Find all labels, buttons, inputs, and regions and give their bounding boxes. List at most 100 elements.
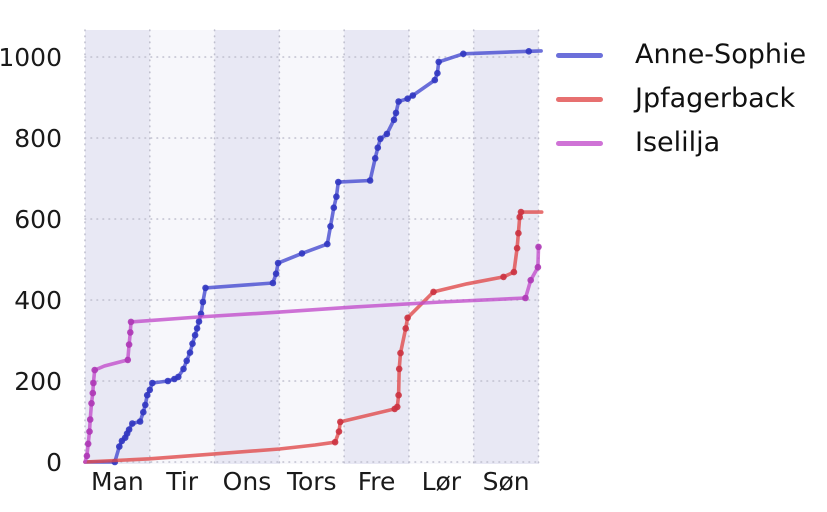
plot-band-tors — [279, 30, 345, 464]
series-marker-anne-sophie — [116, 443, 123, 450]
legend-item-anne-sophie: Anne-Sophie — [556, 40, 806, 70]
series-marker-jpfagerback — [500, 273, 507, 281]
x-tick-label-fre: Fre — [358, 467, 396, 496]
legend-swatch-iselilja — [556, 140, 603, 146]
legend: Anne-Sophie Jpfagerback Iselilja — [556, 40, 806, 172]
y-tick-label-200: 200 — [14, 367, 62, 396]
series-marker-iselilja — [127, 329, 134, 336]
y-tick-label-0: 0 — [46, 448, 62, 477]
series-marker-jpfagerback — [517, 208, 525, 216]
series-marker-anne-sophie — [195, 318, 203, 325]
series-marker-anne-sophie — [269, 279, 277, 287]
series-marker-anne-sophie — [199, 298, 207, 306]
series-marker-anne-sophie — [366, 177, 374, 184]
series-marker-jpfagerback — [513, 244, 521, 252]
series-marker-anne-sophie — [324, 240, 331, 248]
series-marker-anne-sophie — [164, 377, 172, 385]
series-marker-iselilja — [127, 318, 135, 326]
series-marker-anne-sophie — [435, 58, 443, 66]
series-marker-jpfagerback — [335, 428, 343, 435]
series-marker-anne-sophie — [333, 193, 340, 200]
series-marker-iselilja — [91, 366, 98, 374]
series-marker-iselilja — [86, 416, 94, 423]
series-marker-iselilja — [84, 440, 92, 448]
series-marker-anne-sophie — [202, 284, 209, 292]
series-marker-anne-sophie — [525, 48, 533, 55]
y-tick-label-1000: 1000 — [0, 43, 62, 72]
x-tick-label-tors: Tors — [286, 467, 337, 496]
series-marker-jpfagerback — [395, 391, 402, 399]
series-line-iselilja — [83, 245, 541, 464]
series-marker-anne-sophie — [143, 391, 151, 399]
series-marker-anne-sophie — [409, 92, 417, 99]
plot-band-man — [85, 30, 150, 464]
series-marker-iselilja — [89, 389, 97, 397]
series-marker-anne-sophie — [129, 420, 136, 427]
series-marker-iselilja — [90, 379, 97, 387]
series-marker-anne-sophie — [392, 109, 400, 117]
series-marker-iselilja — [535, 243, 542, 251]
series-marker-jpfagerback — [430, 288, 437, 296]
legend-swatch-jpfagerback — [556, 96, 603, 102]
series-marker-jpfagerback — [402, 325, 410, 332]
series-marker-jpfagerback — [404, 314, 411, 322]
series-marker-anne-sophie — [298, 250, 306, 257]
legend-swatch-anne-sophie — [556, 52, 603, 58]
plot-band-søn — [473, 30, 539, 464]
series-line-anne-sophie — [83, 49, 543, 464]
series-marker-anne-sophie — [274, 259, 282, 267]
x-tick-label-man: Man — [91, 467, 144, 496]
series-marker-jpfagerback — [331, 438, 339, 446]
series-marker-anne-sophie — [460, 50, 467, 58]
series-marker-jpfagerback — [510, 268, 518, 276]
series-marker-anne-sophie — [136, 418, 144, 425]
plot-band-tir — [149, 30, 215, 464]
series-marker-iselilja — [124, 356, 132, 364]
series-marker-anne-sophie — [390, 116, 398, 124]
y-tick-label-600: 600 — [14, 205, 62, 234]
series-marker-anne-sophie — [377, 135, 384, 143]
x-tick-label-søn: Søn — [483, 467, 530, 496]
series-marker-anne-sophie — [434, 69, 441, 77]
series-marker-iselilja — [86, 428, 93, 435]
series-marker-anne-sophie — [186, 349, 194, 356]
series-marker-anne-sophie — [189, 340, 196, 348]
series-marker-iselilja — [125, 341, 133, 348]
series-marker-anne-sophie — [431, 76, 439, 84]
y-tick-label-400: 400 — [14, 286, 62, 315]
series-marker-anne-sophie — [335, 178, 342, 186]
series-marker-jpfagerback — [395, 365, 403, 373]
series-marker-iselilja — [88, 400, 95, 407]
x-tick-label-lør: Lør — [422, 467, 462, 496]
plot-band-ons — [214, 30, 280, 464]
series-marker-anne-sophie — [183, 357, 190, 365]
x-tick-label-tir: Tir — [165, 467, 198, 496]
y-tick-label-800: 800 — [14, 124, 62, 153]
series-marker-anne-sophie — [374, 144, 382, 151]
series-marker-anne-sophie — [371, 155, 379, 162]
series-marker-jpfagerback — [515, 229, 522, 237]
legend-item-jpfagerback: Jpfagerback — [556, 84, 806, 114]
series-marker-iselilja — [527, 276, 534, 284]
legend-label-anne-sophie: Anne-Sophie — [635, 39, 807, 70]
series-marker-anne-sophie — [330, 204, 338, 211]
series-marker-anne-sophie — [383, 130, 391, 138]
plot-band-lør — [408, 30, 474, 464]
series-marker-anne-sophie — [191, 331, 199, 339]
series-marker-anne-sophie — [125, 426, 133, 433]
series-marker-iselilja — [522, 294, 529, 302]
series-marker-anne-sophie — [272, 270, 280, 278]
series-marker-anne-sophie — [146, 386, 154, 394]
series-marker-jpfagerback — [397, 349, 404, 357]
series-marker-anne-sophie — [140, 408, 147, 416]
legend-item-iselilja: Iselilja — [556, 128, 806, 158]
series-marker-anne-sophie — [175, 373, 182, 381]
series-marker-anne-sophie — [193, 325, 201, 332]
series-marker-anne-sophie — [149, 379, 156, 387]
legend-label-iselilja: Iselilja — [635, 127, 721, 158]
series-marker-jpfagerback — [394, 403, 401, 411]
x-tick-label-ons: Ons — [223, 467, 272, 496]
series-marker-anne-sophie — [327, 223, 334, 230]
